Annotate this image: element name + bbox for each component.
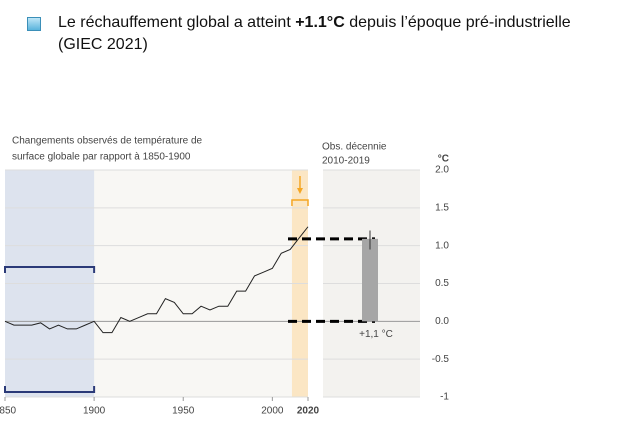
y-tick-label: 0.5 [435, 278, 449, 289]
header-text: Le réchauffement global a atteint [58, 14, 296, 31]
chart-title: Changements observés de température de [12, 136, 203, 147]
y-unit: °C [438, 154, 449, 165]
bar-value-label: +1,1 °C [359, 329, 393, 340]
series-line [4, 226, 309, 334]
header-source: (GIEC 2021) [58, 36, 148, 53]
x-tick-label: 2020 [297, 406, 320, 417]
y-tick-label: 1.5 [435, 202, 449, 213]
y-tick-label: -1 [440, 392, 449, 403]
bar [362, 238, 378, 322]
baseline-bracket [4, 266, 96, 273]
panel-label: Obs. décennie [322, 142, 387, 153]
y-tick-label: 2.0 [435, 165, 449, 176]
recent-bracket [291, 199, 309, 206]
header: Le réchauffement global a atteint +1.1°C… [58, 12, 571, 56]
x-tick-label: 1850 [0, 406, 17, 417]
baseline-bracket [4, 386, 96, 393]
x-tick-label: 1900 [83, 406, 106, 417]
header-text: depuis l’époque pré-industrielle [344, 14, 571, 31]
header-highlight: +1.1°C [295, 14, 345, 31]
y-tick-label: 0.0 [435, 316, 449, 327]
chart-title: surface globale par rapport à 1850-1900 [12, 152, 191, 163]
x-tick-label: 1950 [172, 406, 195, 417]
bullet [27, 17, 41, 31]
arrow-head [296, 188, 303, 194]
x-tick-label: 2000 [261, 406, 284, 417]
y-tick-label: -0.5 [432, 354, 450, 365]
y-tick-label: 1.0 [435, 240, 449, 251]
panel-label: 2010-2019 [322, 156, 370, 167]
